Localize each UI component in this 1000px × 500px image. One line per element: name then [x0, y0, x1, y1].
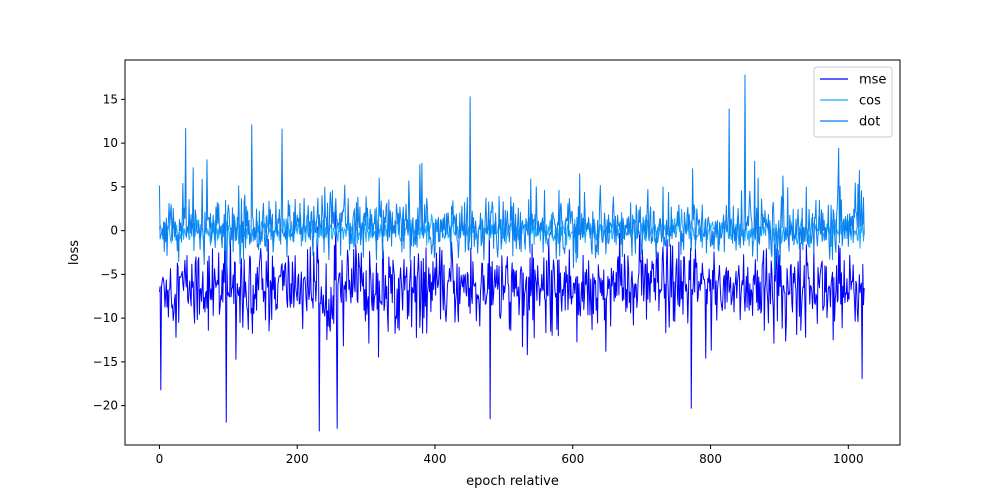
y-tick-label: 0: [110, 224, 118, 238]
y-tick-label: 15: [103, 92, 118, 106]
legend-label-dot: dot: [859, 115, 880, 130]
legend-label-mse: mse: [859, 73, 886, 88]
x-tick-label: 600: [561, 452, 584, 466]
y-tick-label: −10: [93, 311, 118, 325]
series-layer: [158, 74, 865, 432]
y-tick-label: −15: [93, 355, 118, 369]
y-tick-label: −5: [100, 267, 118, 281]
plot-area-frame: [124, 59, 901, 446]
legend-label-cos: cos: [859, 94, 881, 109]
series-line-mse: [158, 210, 865, 432]
legend: mse cos dot: [813, 66, 893, 138]
x-tick-label: 0: [156, 452, 164, 466]
x-axis-label: epoch relative: [466, 474, 559, 489]
y-axis: −20 −15 −10 −5 0 5 10 15: [93, 92, 125, 413]
x-axis: 0 200 400 600 800 1000: [156, 445, 864, 466]
y-axis-label: loss: [67, 240, 82, 265]
y-tick-label: 5: [110, 180, 118, 194]
x-tick-label: 800: [699, 452, 722, 466]
legend-frame: [813, 66, 893, 138]
y-tick-label: 10: [103, 136, 118, 150]
series-line-dot: [158, 74, 865, 278]
x-tick-label: 400: [424, 452, 447, 466]
x-tick-label: 200: [286, 452, 309, 466]
x-tick-label: 1000: [833, 452, 864, 466]
y-tick-label: −20: [93, 399, 118, 413]
